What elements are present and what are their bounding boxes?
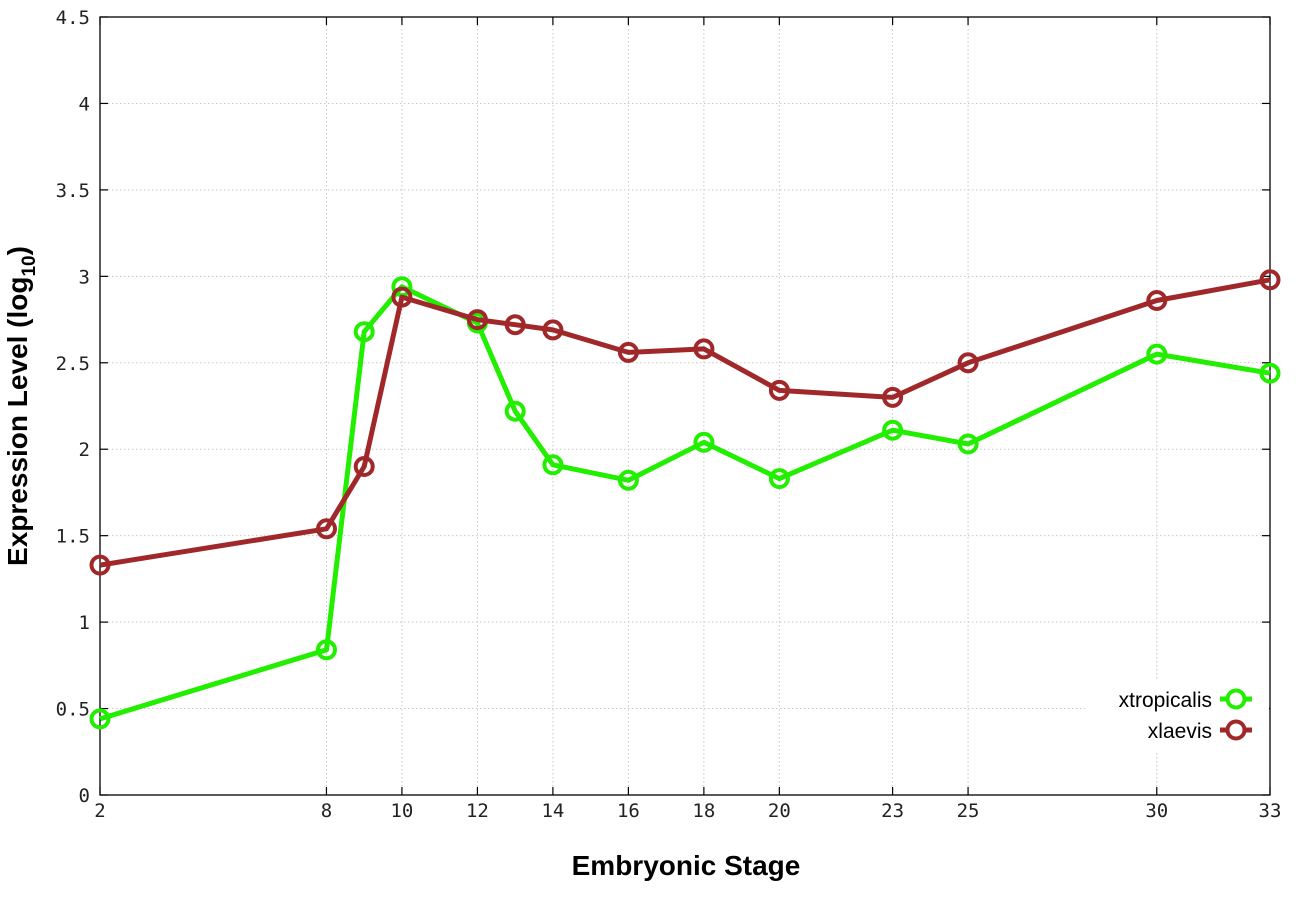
data-point-xlaevis — [89, 554, 111, 576]
y-axis-title-close: ) — [2, 246, 33, 255]
data-point-xlaevis — [768, 379, 790, 401]
y-tick-label: 2.5 — [56, 353, 90, 375]
data-point-xtropicalis — [957, 433, 979, 455]
legend-swatch-marker-xtropicalis — [1225, 688, 1247, 710]
y-tick-label: 3.5 — [56, 180, 90, 202]
axis-ticks: 0 0.5 1 1.5 2 2.5 3 3.5 4 4.5 2 8 10 12 14 16 18 20 23 25 30… — [56, 7, 1282, 822]
data-point-xlaevis — [957, 352, 979, 374]
y-axis-title-main: Expression Level (log — [2, 277, 33, 566]
x-tick-label: 18 — [692, 800, 715, 822]
data-point-xlaevis — [542, 319, 564, 341]
data-point-xtropicalis — [89, 708, 111, 730]
y-tick-label: 0.5 — [56, 699, 90, 721]
x-tick-label: 30 — [1145, 800, 1168, 822]
y-tick-label: 1 — [79, 612, 90, 634]
data-point-xlaevis — [316, 518, 337, 540]
data-point-xtropicalis — [882, 419, 904, 441]
legend-label-xtropicalis: xtropicalis — [1119, 689, 1212, 712]
x-tick-label: 10 — [390, 800, 413, 822]
x-tick-label: 2 — [94, 800, 105, 822]
legend: xtropicalis xlaevis — [1085, 680, 1269, 752]
plot-frame — [99, 16, 1271, 796]
x-tick-label: 16 — [617, 800, 640, 822]
data-point-xlaevis — [391, 286, 413, 308]
series-xlaevis — [89, 269, 1281, 576]
x-tick-label: 20 — [768, 800, 791, 822]
y-tick-label: 3 — [79, 266, 90, 288]
data-point-xtropicalis — [353, 321, 375, 343]
data-point-xlaevis — [504, 314, 526, 336]
series — [89, 269, 1281, 730]
grid — [100, 17, 1270, 795]
data-point-xlaevis — [1259, 269, 1281, 291]
data-point-xtropicalis — [617, 469, 639, 491]
y-tick-label: 0 — [79, 785, 90, 807]
y-tick-label: 4.5 — [56, 7, 90, 29]
data-point-xtropicalis — [316, 639, 337, 661]
x-tick-label: 14 — [541, 800, 564, 822]
y-tick-label: 4 — [79, 93, 90, 115]
data-point-xlaevis — [617, 341, 639, 363]
y-axis-title: Expression Level (log10) — [2, 246, 40, 566]
y-tick-label: 2 — [79, 439, 90, 461]
x-tick-label: 8 — [321, 800, 332, 822]
data-point-xtropicalis — [693, 431, 715, 453]
data-point-xtropicalis — [1146, 343, 1168, 365]
legend-label-xlaevis: xlaevis — [1148, 720, 1212, 743]
x-tick-label: 23 — [881, 800, 904, 822]
data-point-xlaevis — [353, 456, 375, 477]
y-axis-title-subscript: 10 — [19, 255, 40, 276]
data-point-xlaevis — [693, 338, 715, 360]
x-axis-title: Embryonic Stage — [572, 850, 801, 881]
data-point-xtropicalis — [768, 468, 790, 490]
legend-swatch-marker-xlaevis — [1225, 719, 1247, 741]
x-tick-label: 25 — [957, 800, 980, 822]
data-point-xtropicalis — [542, 454, 564, 476]
y-tick-label: 1.5 — [56, 526, 90, 548]
data-point-xtropicalis — [1259, 362, 1281, 384]
x-tick-label: 12 — [466, 800, 489, 822]
legend-swatches — [1220, 688, 1252, 741]
data-point-xlaevis — [882, 386, 904, 408]
series-xtropicalis — [89, 276, 1281, 730]
data-point-xtropicalis — [504, 400, 526, 422]
x-tick-label: 33 — [1259, 800, 1282, 822]
series-line-xlaevis — [99, 277, 1271, 568]
data-point-xlaevis — [1146, 290, 1168, 311]
data-point-xlaevis — [466, 309, 488, 331]
